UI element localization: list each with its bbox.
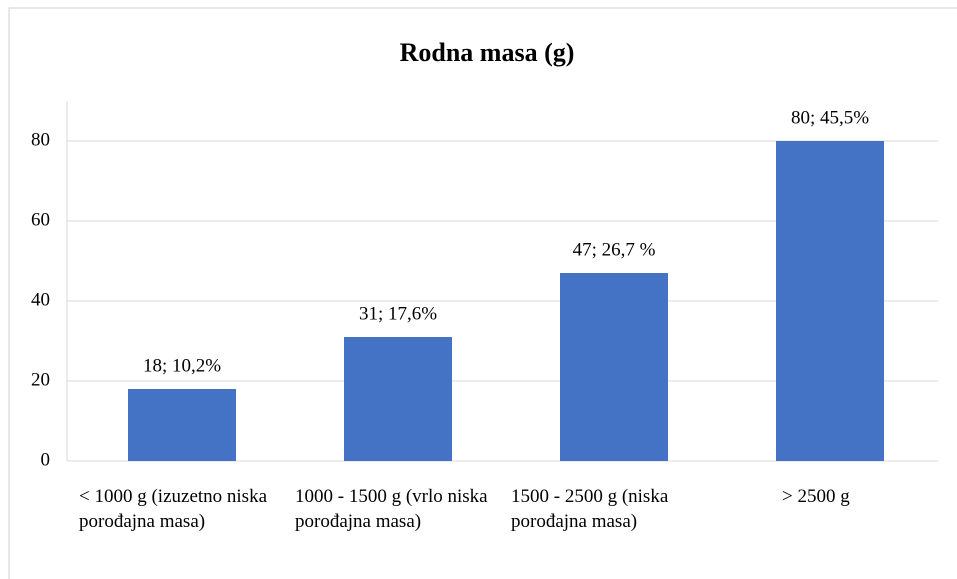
data-label: 31; 17,6% bbox=[359, 303, 437, 324]
bar bbox=[344, 337, 452, 461]
y-tick-label: 60 bbox=[31, 209, 50, 230]
x-tick-label: 1500 - 2500 g (niska porođajna masa) bbox=[511, 486, 669, 532]
data-label: 18; 10,2% bbox=[143, 355, 221, 376]
bar bbox=[128, 389, 236, 461]
y-tick-label: 0 bbox=[41, 449, 51, 470]
y-tick-label: 40 bbox=[31, 289, 50, 310]
x-tick-label: 1000 - 1500 g (vrlo niska porođajna masa… bbox=[295, 486, 488, 532]
bar bbox=[560, 273, 668, 461]
bar bbox=[776, 141, 884, 461]
chart-title: Rodna masa (g) bbox=[400, 38, 575, 67]
data-label: 80; 45,5% bbox=[791, 107, 869, 128]
y-tick-label: 80 bbox=[31, 129, 50, 150]
y-tick-label: 20 bbox=[31, 369, 50, 390]
x-tick-label: > 2500 g bbox=[782, 486, 850, 507]
x-tick-label: < 1000 g (izuzetno niska porođajna masa) bbox=[79, 486, 268, 532]
data-label: 47; 26,7 % bbox=[573, 239, 656, 260]
